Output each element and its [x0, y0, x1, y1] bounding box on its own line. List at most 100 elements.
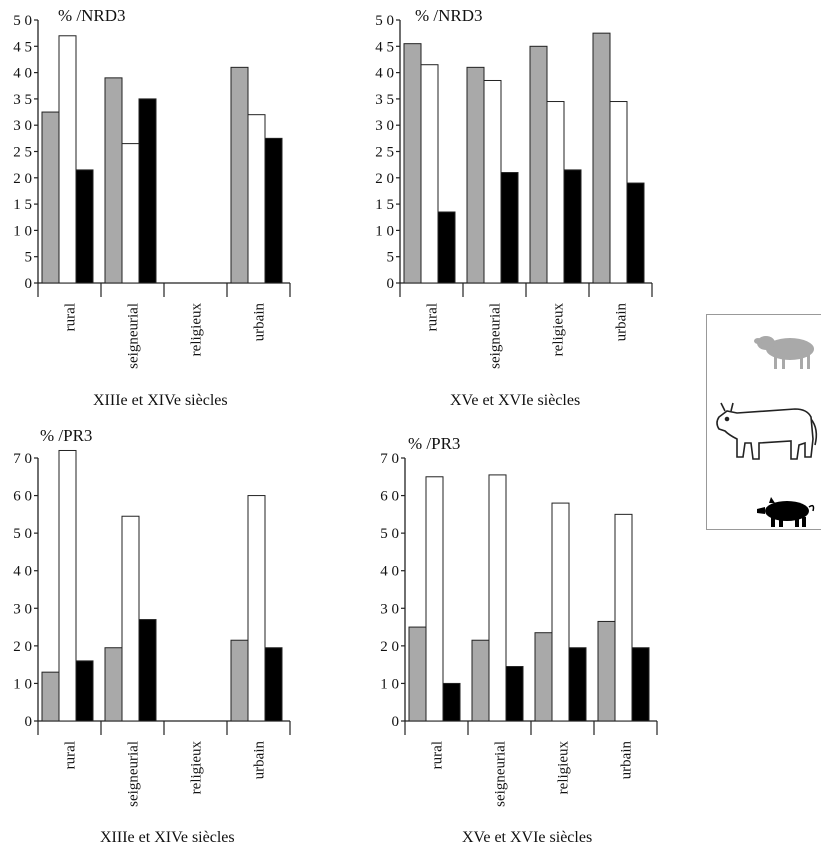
y-tick-label: 2 5: [13, 145, 32, 161]
y-tick-label: 2 0: [13, 639, 32, 655]
category-label: seigneurial: [126, 741, 142, 807]
chart-caption: XIIIe et XIVe siècles: [93, 392, 228, 409]
category-label: rural: [63, 303, 79, 331]
bar: [483, 79, 502, 284]
bar: [609, 101, 628, 284]
chart-caption: XVe et XVIe siècles: [450, 392, 581, 409]
chart-svg: 0 1 0 2 0 3 0 4 0 5 0 6 0 7 0 rural seigneurial re…: [380, 451, 658, 807]
bar: [614, 513, 633, 722]
bar: [58, 449, 77, 722]
chart-svg: 0 5 1 0 1 5 2 0 2 5 3 0 3 5 4 0 4 5 5 0 rural seigne…: [13, 13, 291, 369]
y-tick-label: 3 0: [13, 118, 32, 134]
bar: [230, 66, 249, 284]
y-tick-label: 3 5: [13, 92, 32, 108]
unit-label: % /NRD3: [415, 6, 483, 25]
y-tick-label: 5: [25, 250, 33, 266]
category-label: urbain: [252, 741, 268, 780]
bar: [592, 32, 611, 284]
category-label: urbain: [252, 303, 268, 342]
y-tick-label: 1 5: [375, 197, 394, 213]
legend: [706, 314, 821, 530]
y-tick-label: 1 0: [13, 676, 32, 692]
sheep-icon: [754, 336, 814, 369]
y-tick-label: 3 5: [375, 92, 394, 108]
y-tick-label: 2 0: [375, 171, 394, 187]
chart-caption: XVe et XVIe siècles: [462, 829, 593, 846]
y-tick-label: 2 5: [375, 145, 394, 161]
category-label: seigneurial: [488, 303, 504, 369]
bar: [75, 660, 94, 722]
bar: [420, 64, 439, 284]
category-label: rural: [63, 741, 79, 769]
chart-panel-pr3-15-16: % /PR3 0 1 0 2 0 3 0 4 0 5 0 6 0 7 0 rural seigne…: [360, 420, 690, 849]
bar: [247, 114, 266, 284]
y-tick-label: 4 0: [375, 66, 394, 82]
y-tick-label: 6 0: [13, 489, 32, 505]
y-tick-label: 1 0: [380, 676, 399, 692]
bar: [41, 671, 60, 722]
y-tick-label: 3 0: [380, 601, 399, 617]
bar: [247, 495, 266, 722]
bar: [626, 182, 645, 284]
pig-icon: [757, 497, 815, 527]
bar: [471, 639, 490, 722]
bar: [568, 647, 587, 722]
bar: [534, 632, 553, 722]
y-tick-label: 4 0: [13, 66, 32, 82]
y-tick-label: 4 5: [375, 39, 394, 55]
bar: [631, 647, 650, 722]
category-label: urbain: [619, 741, 635, 780]
y-tick-label: 5 0: [13, 13, 32, 29]
y-tick-label: 5 0: [375, 13, 394, 29]
y-tick-label: 6 0: [380, 489, 399, 505]
y-tick-label: 4 5: [13, 39, 32, 55]
category-label: urbain: [614, 303, 630, 342]
category-label: seigneurial: [126, 303, 142, 369]
bar: [138, 98, 157, 284]
bar: [264, 647, 283, 722]
bar: [505, 666, 524, 722]
y-tick-label: 1 5: [13, 197, 32, 213]
bar: [551, 502, 570, 722]
bar: [121, 143, 140, 284]
y-tick-label: 3 0: [375, 118, 394, 134]
y-tick-label: 0: [25, 714, 33, 730]
category-label: religieux: [189, 303, 205, 357]
y-tick-label: 0: [387, 276, 395, 292]
cow-icon: [716, 402, 818, 460]
bar: [563, 169, 582, 284]
y-tick-label: 2 0: [13, 171, 32, 187]
bar: [104, 77, 123, 284]
bar: [75, 169, 94, 284]
bar: [138, 619, 157, 722]
category-label: religieux: [551, 303, 567, 357]
bar: [546, 101, 565, 284]
y-tick-label: 5: [387, 250, 395, 266]
bar: [488, 474, 507, 722]
y-tick-label: 0: [25, 276, 33, 292]
chart-panel-nrd3-15-16: % /NRD3 0 5 1 0 1 5 2 0 2 5 3 0 3 5 4 0 4 5 5 0 rur…: [360, 0, 690, 420]
y-tick-label: 2 0: [380, 639, 399, 655]
bar: [121, 515, 140, 722]
bar: [442, 682, 461, 722]
category-label: seigneurial: [493, 741, 509, 807]
bar: [437, 211, 456, 284]
chart-svg: 0 5 1 0 1 5 2 0 2 5 3 0 3 5 4 0 4 5 5 0 rural seigne…: [375, 13, 653, 369]
y-tick-label: 3 0: [13, 601, 32, 617]
y-tick-label: 1 0: [13, 223, 32, 239]
unit-label: % /PR3: [40, 426, 93, 445]
category-label: religieux: [556, 741, 572, 795]
y-tick-label: 0: [392, 714, 400, 730]
bar: [41, 111, 60, 284]
bar: [466, 66, 485, 284]
unit-label: % /PR3: [408, 434, 461, 453]
unit-label: % /NRD3: [58, 6, 126, 25]
bar: [425, 476, 444, 722]
bar: [264, 137, 283, 284]
bar: [500, 172, 519, 284]
y-tick-label: 7 0: [380, 451, 399, 467]
chart-svg: 0 1 0 2 0 3 0 4 0 5 0 6 0 7 0 rural seigneurial re…: [13, 449, 291, 807]
y-tick-label: 4 0: [13, 564, 32, 580]
bar: [230, 639, 249, 722]
bar: [529, 45, 548, 284]
